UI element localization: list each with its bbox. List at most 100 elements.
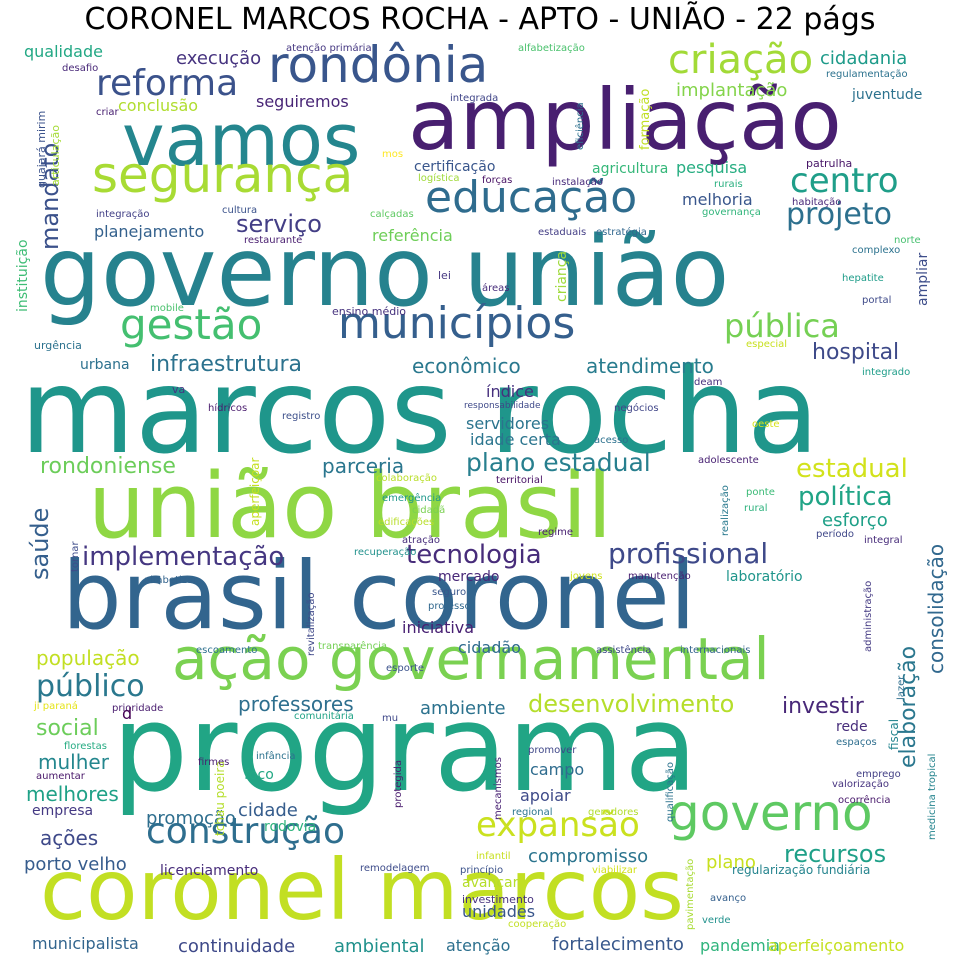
word-criar: criar — [96, 107, 119, 118]
word-aumentar: aumentar — [36, 771, 85, 782]
word-ponte: ponte — [746, 487, 775, 498]
word-professores: professores — [238, 692, 354, 716]
word-fortalecimento: fortalecimento — [552, 934, 684, 955]
word-mos: mos — [382, 149, 404, 160]
word-educacao: educação — [425, 172, 638, 223]
word-investir: investir — [782, 694, 864, 719]
word-acao-governamental: ação governamental — [172, 625, 770, 693]
word-estrategia: estratégia — [596, 227, 647, 238]
word-publica: pública — [724, 307, 840, 345]
word-melhores: melhores — [26, 782, 119, 806]
word-foco: foco — [244, 767, 274, 783]
word-tornar: tornar — [70, 541, 81, 572]
word-assistencia: assistência — [596, 645, 652, 656]
word-florestas: florestas — [64, 741, 107, 752]
word-implantacao: implantação — [676, 80, 788, 101]
word-cidadania: cidadania — [820, 48, 908, 69]
word-juventude: juventude — [852, 87, 923, 103]
word-logistica: logística — [418, 173, 460, 184]
word-alfabetizar: alfabetizar — [144, 575, 198, 586]
word-coronel-marcos: coronel marcos — [40, 841, 684, 939]
word-acesso: acesso — [594, 435, 629, 446]
word-firmes: firmes — [198, 757, 230, 768]
word-reforma: reforma — [96, 63, 239, 104]
word-guajara-mirim: guajará mirim — [35, 110, 48, 188]
word-investimento: investimento — [462, 893, 534, 906]
word-rondoniense: rondoniense — [40, 454, 176, 479]
word-politica: política — [798, 482, 893, 512]
word-unidades: unidades — [462, 902, 536, 921]
word-aperfeicoamento: aperfeiçoamento — [768, 936, 905, 955]
word-social: social — [36, 716, 99, 741]
word-hepatite: hepatite — [842, 273, 884, 284]
word-administracao: administração — [863, 580, 874, 652]
word-urbana: urbana — [80, 357, 130, 373]
word-indice: índice — [486, 382, 534, 401]
word-patrulha: patrulha — [806, 157, 853, 170]
word-municipalista: municipalista — [32, 934, 139, 953]
word-pesquisa: pesquisa — [676, 158, 748, 177]
word-conclusao: conclusão — [118, 96, 199, 115]
word-regime: regime — [538, 527, 574, 538]
word-cultura: cultura — [222, 205, 258, 216]
word-saude: saúde — [26, 507, 54, 580]
word-infancia: infância — [256, 751, 296, 762]
word-governanca: governança — [702, 207, 761, 218]
word-infraestrutura: infraestrutura — [150, 352, 303, 377]
word-territorial: territorial — [496, 475, 543, 486]
word-principio: princípio — [460, 865, 504, 876]
word-continuidade: continuidade — [178, 936, 296, 957]
word-licenciamento: licenciamento — [160, 863, 259, 879]
word-servidores: servidores — [466, 414, 550, 433]
word-laboratorio: laboratório — [726, 569, 803, 585]
word-desafio: desafio — [62, 63, 99, 74]
word-calcadas: calçadas — [370, 209, 414, 220]
word-projeto: projeto — [786, 197, 892, 232]
word-restaurante: restaurante — [244, 235, 303, 246]
word-deam: deam — [694, 377, 723, 388]
word-estaduais: estaduais — [538, 227, 587, 238]
word-agricultura: agricultura — [592, 161, 669, 177]
word-colaboracao: colaboração — [376, 473, 437, 484]
word-estadual: estadual — [796, 454, 908, 484]
word-ambiente: ambiente — [420, 698, 506, 719]
word-campo: campo — [530, 760, 585, 779]
word-mercado: mercado — [438, 569, 500, 585]
word-emprego: emprego — [856, 769, 901, 780]
word-integral: integral — [864, 535, 903, 546]
word-esforco: esforço — [822, 510, 888, 531]
word-governo-uniao: governo união — [40, 216, 730, 328]
word-articulacao: articulação — [49, 125, 62, 186]
word-melhoria: melhoria — [682, 190, 753, 209]
word-servico: serviço — [236, 210, 322, 238]
word-ji-parana: ji paraná — [34, 701, 78, 712]
word-negocios: negócios — [614, 403, 659, 414]
word-ambiental: ambiental — [334, 936, 425, 957]
word-oeste: oeste — [752, 419, 780, 430]
word-esporte: esporte — [386, 663, 425, 674]
word-eficiencia: eficiência — [575, 102, 586, 150]
word-ampliar: ampliar — [915, 252, 931, 306]
word-execucao: execução — [176, 48, 262, 69]
word-rondonia: rondônia — [268, 36, 489, 94]
word-compromisso: compromisso — [528, 846, 649, 867]
word-internacionais: internacionais — [680, 645, 751, 656]
word-mecanismos: mecanismos — [493, 757, 504, 820]
word-norte: norte — [894, 235, 921, 246]
word-idade-certa: idade certa — [470, 430, 561, 449]
word-transparencia: transparência — [318, 641, 387, 652]
word-seguro: seguro — [432, 587, 467, 598]
word-especial: especial — [746, 339, 788, 350]
word-centro: centro — [790, 161, 899, 201]
word-economico: econômico — [412, 354, 521, 378]
word-cloud: programa marcos rocha brasil coronel corone… — [0, 40, 960, 960]
word-remodelagem: remodelagem — [360, 863, 430, 874]
word-portal: portal — [862, 295, 892, 306]
word-jovens: jovens — [570, 571, 603, 582]
word-hidricos: hídricos — [208, 403, 248, 414]
word-implementacao: implementação — [82, 542, 285, 572]
word-qualidade: qualidade — [24, 42, 103, 61]
word-tecnologia: tecnologia — [406, 540, 542, 570]
word-adolescente: adolescente — [698, 455, 759, 466]
word-mu: mu — [382, 713, 399, 724]
